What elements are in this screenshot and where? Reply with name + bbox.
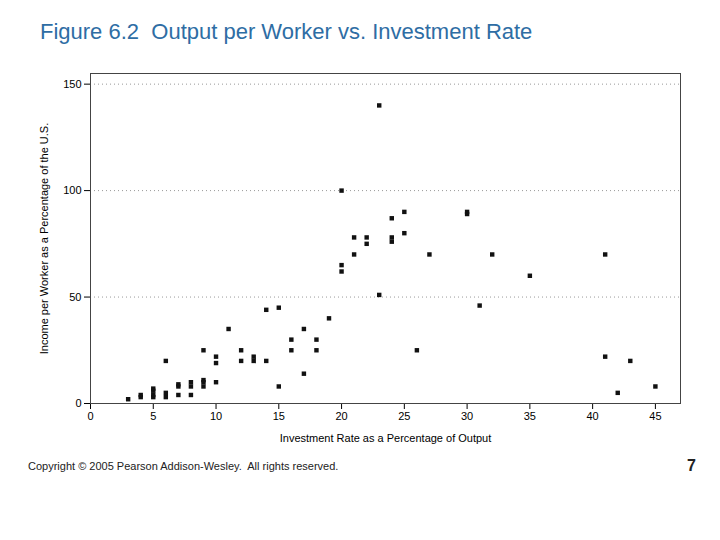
- html-text:7: 7: [687, 456, 696, 474]
- svg-text:0: 0: [87, 410, 93, 422]
- svg-text:15: 15: [273, 410, 285, 422]
- svg-text:25: 25: [398, 410, 410, 422]
- html-text:Figure 6.2 Output per Worker v: Figure 6.2 Output per Worker vs. Investm…: [40, 19, 533, 44]
- svg-text:150: 150: [63, 77, 81, 89]
- svg-text:30: 30: [461, 410, 473, 422]
- svg-text:5: 5: [150, 410, 156, 422]
- svg-text:0: 0: [75, 397, 81, 409]
- svg-text:10: 10: [210, 410, 222, 422]
- svg-text:35: 35: [524, 410, 536, 422]
- svg-text:Investment Rate as a Percentag: Investment Rate as a Percentage of Outpu…: [280, 431, 492, 443]
- svg-text:20: 20: [335, 410, 347, 422]
- html-text:Copyright © 2005 Pearson Addis: Copyright © 2005 Pearson Addison-Wesley.…: [28, 459, 339, 472]
- svg-text:Income per Worker as a Percent: Income per Worker as a Percentage of the…: [38, 122, 50, 354]
- svg-text:100: 100: [63, 184, 81, 196]
- svg-text:50: 50: [69, 290, 81, 302]
- svg-text:45: 45: [649, 410, 661, 422]
- svg-text:40: 40: [587, 410, 599, 422]
